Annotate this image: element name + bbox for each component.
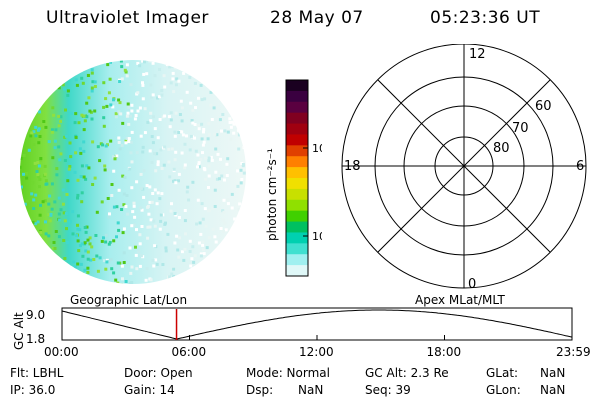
polar-diagonal-2 [377, 79, 551, 253]
colorbar-segment [286, 112, 308, 125]
colorbar-segment [286, 145, 308, 157]
colorbar-unit-label: photon cm⁻²s⁻¹ [265, 148, 279, 241]
glon-value: NaN [540, 383, 566, 397]
colorbar-segment [286, 232, 308, 244]
lat-label-70: 70 [512, 121, 529, 136]
timeline-tick-label: 23:59 [556, 345, 591, 359]
polar-mlt-plot: 12 18 6 0 60 70 80 [341, 44, 587, 292]
mode-info: Mode: Normal [246, 366, 330, 380]
colorbar-segment [286, 188, 308, 201]
mlt-label-18: 18 [344, 159, 361, 174]
colorbar-segment [286, 221, 308, 233]
door-info: Door: Open [124, 366, 193, 380]
time-label: 05:23:36 UT [430, 8, 541, 28]
uv-image-panel [20, 60, 246, 284]
seq-info: Seq: 39 [365, 383, 411, 397]
lat-label-80: 80 [493, 141, 510, 156]
gain-info: Gain: 14 [124, 383, 175, 397]
timeline-panel: GC Alt 9.0 1.8 00:00 06:00 12:00 18:00 23:59 [12, 307, 591, 359]
colorbar [286, 80, 308, 277]
colorbar-tick-100: 100 [312, 142, 322, 155]
earth-disk [20, 60, 246, 284]
colorbar-segment [286, 167, 308, 179]
timeline-y-top: 9.0 [26, 308, 45, 322]
ip-info: IP: 36.0 [10, 383, 56, 397]
colorbar-panel: photon cm⁻²s⁻¹ 100 10 [265, 79, 322, 277]
colorbar-segment [286, 199, 308, 212]
gc-alt-info: GC Alt: 2.3 Re [365, 366, 449, 380]
timeline-left-title: Geographic Lat/Lon [70, 293, 188, 307]
timeline-axis-label: GC Alt [12, 312, 26, 350]
colorbar-segment [286, 80, 308, 92]
colorbar-segment [286, 243, 308, 255]
glat-label: GLat: [486, 366, 519, 380]
colorbar-tick-10: 10 [312, 230, 322, 243]
filter-info: Flt: LBHL [10, 366, 64, 380]
instrument-title: Ultraviolet Imager [46, 8, 209, 28]
timeline-tick-label: 12:00 [299, 345, 334, 359]
timeline-tick-label: 06:00 [172, 345, 207, 359]
dsp-value: NaN [298, 383, 324, 397]
colorbar-segment [286, 265, 308, 277]
dsp-label: Dsp: [246, 383, 274, 397]
timeline-tick-label: 18:00 [427, 345, 462, 359]
mlt-label-12: 12 [469, 47, 486, 62]
mlt-label-6: 6 [576, 159, 584, 174]
date-label: 28 May 07 [270, 8, 364, 28]
colorbar-segment [286, 156, 308, 168]
glat-value: NaN [540, 366, 566, 380]
timeline-tick-label: 00:00 [44, 345, 79, 359]
glon-label: GLon: [486, 383, 521, 397]
timeline-right-title: Apex MLat/MLT [415, 293, 505, 307]
mlt-label-0: 0 [468, 277, 476, 292]
colorbar-segment [286, 178, 308, 190]
colorbar-segment [286, 101, 308, 114]
timeline-y-bottom: 1.8 [26, 332, 45, 346]
colorbar-segment [286, 134, 308, 146]
colorbar-segment [286, 123, 308, 135]
lat-label-60: 60 [535, 99, 552, 114]
colorbar-segment [286, 210, 308, 223]
colorbar-segment [286, 254, 308, 266]
colorbar-segment [286, 90, 308, 103]
altitude-curve [61, 309, 573, 340]
